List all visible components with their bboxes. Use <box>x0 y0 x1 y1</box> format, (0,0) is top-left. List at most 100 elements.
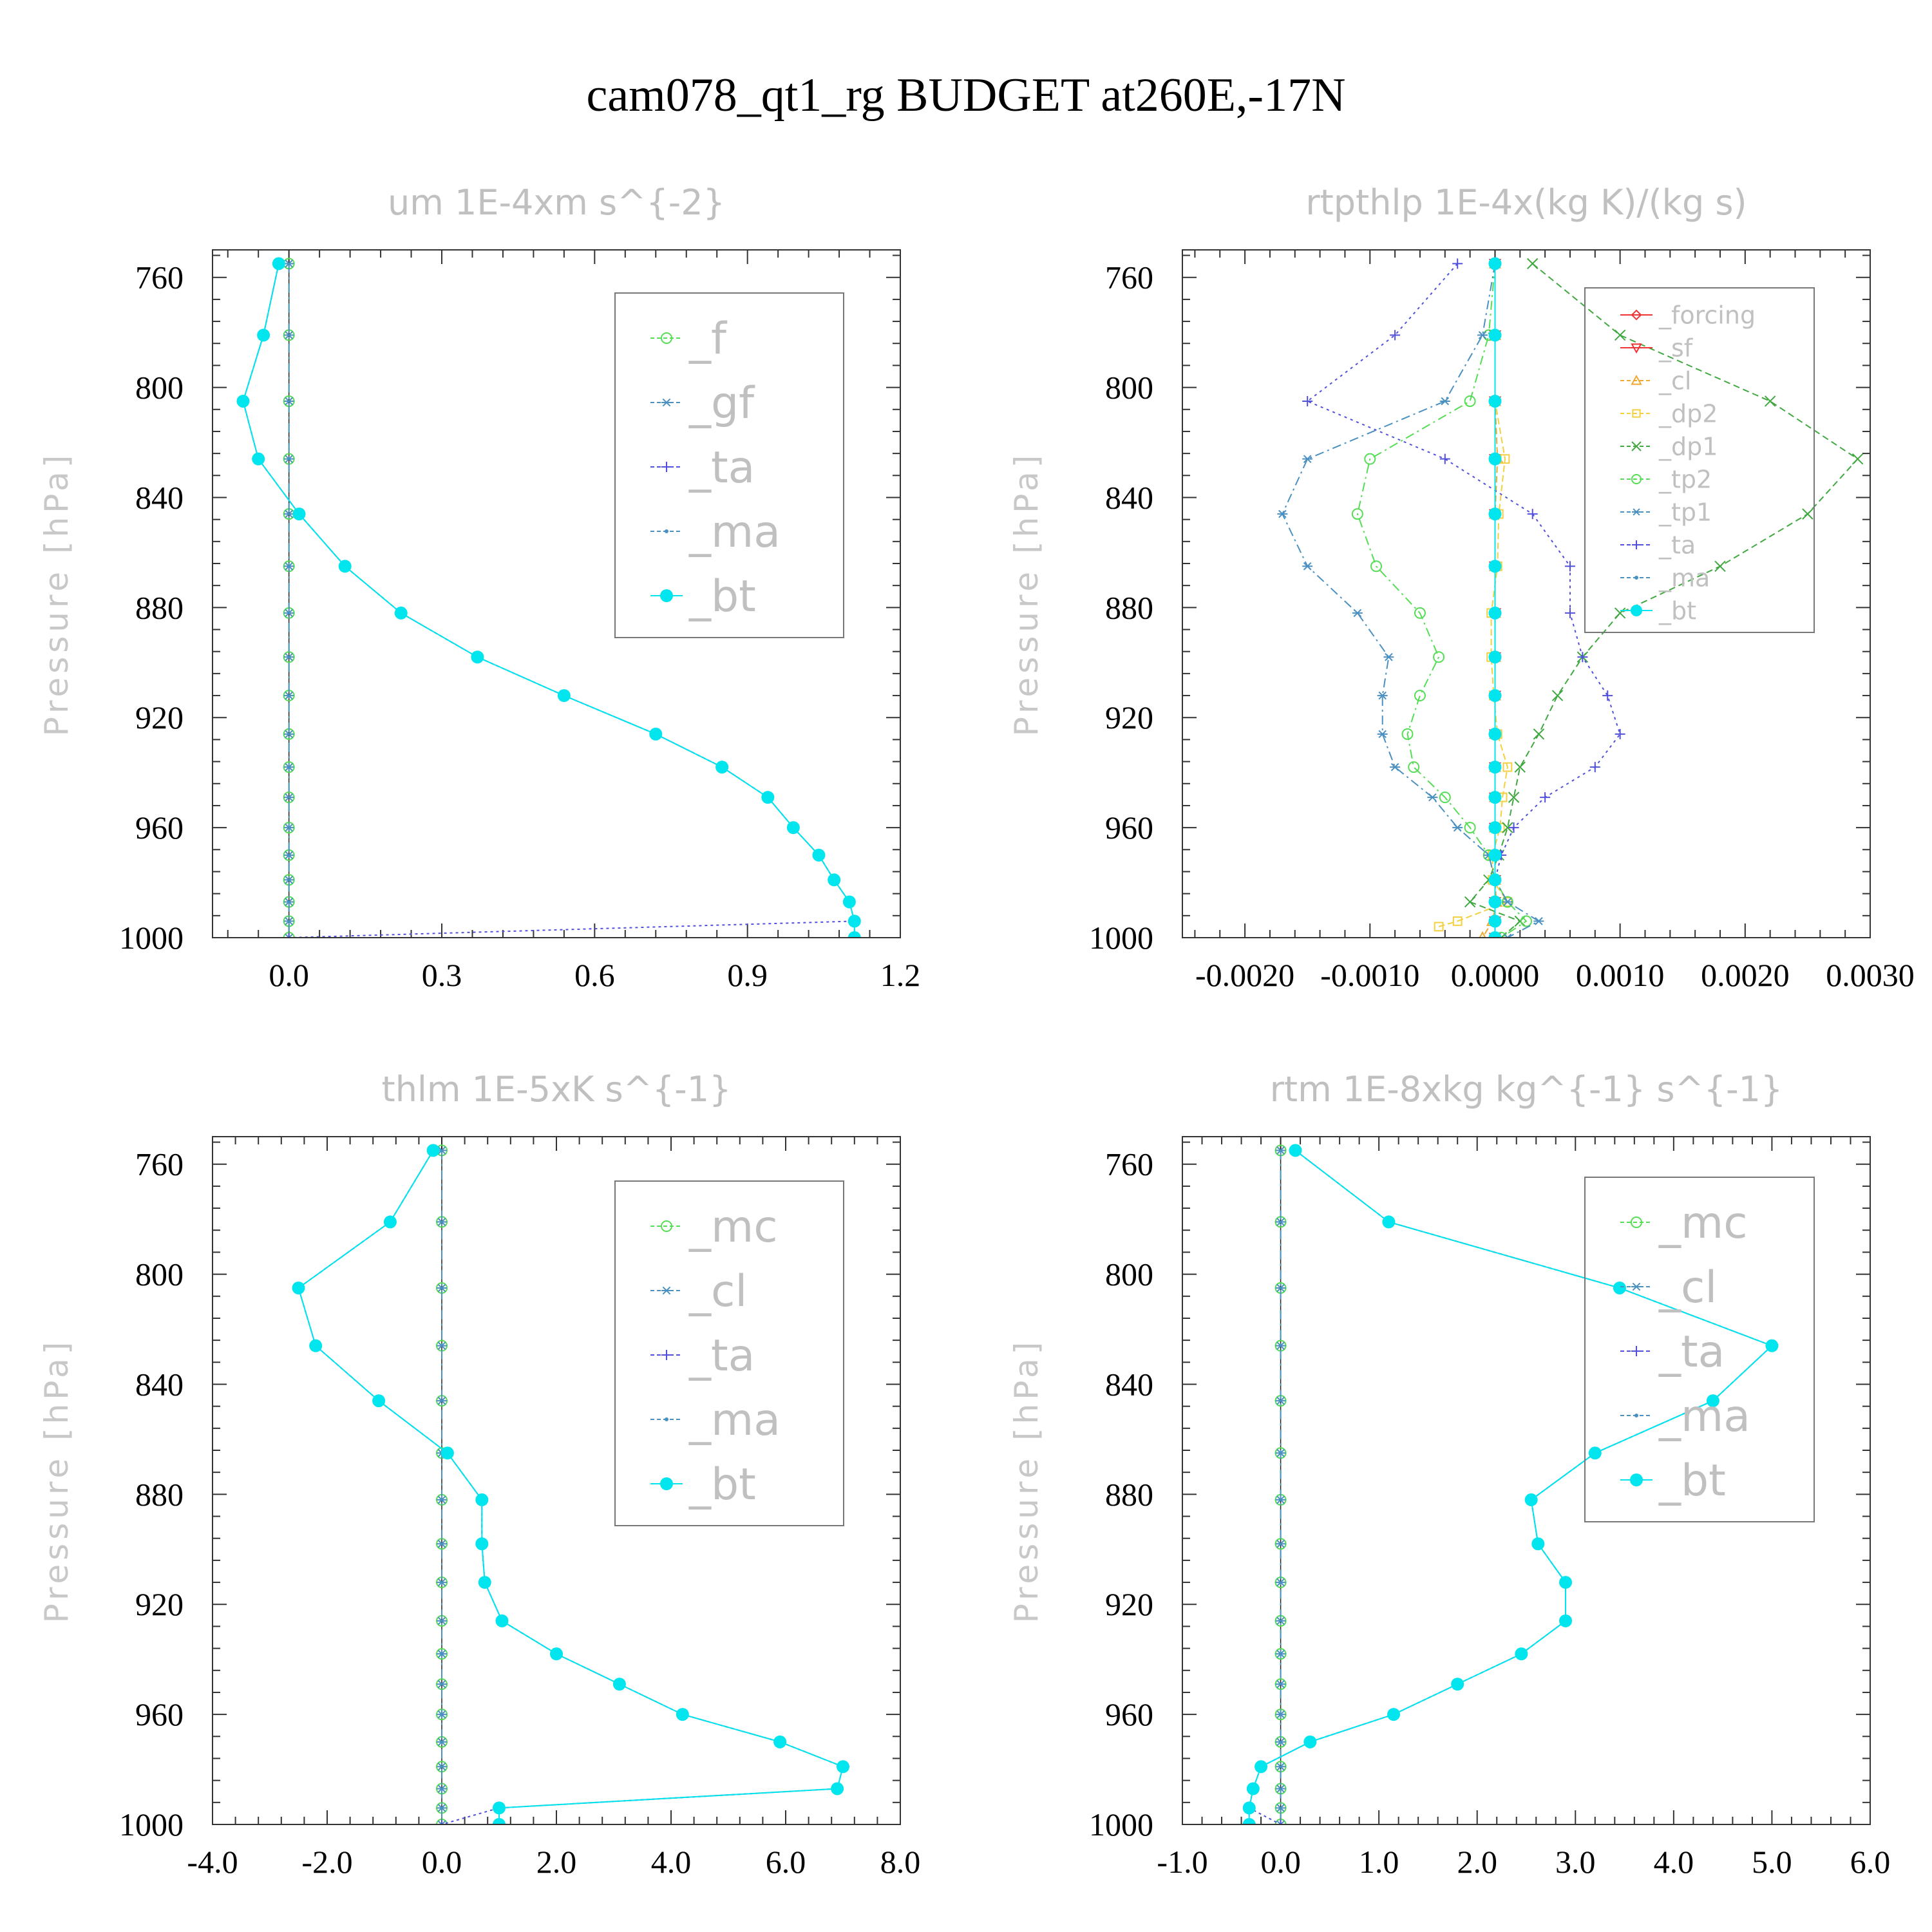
data-point <box>1551 690 1564 701</box>
legend-label: _cl <box>1658 366 1691 395</box>
legend-label: _ma <box>1658 564 1710 592</box>
data-point <box>283 730 294 739</box>
legend-swatch-marker <box>1632 540 1641 549</box>
legend: _forcing _sf _cl _dp2 _dp1 _tp2 _tp1 _ta _ma _bt <box>1584 287 1815 633</box>
x-tick-label: -1.0 <box>1157 1844 1208 1880</box>
data-point <box>437 1396 447 1405</box>
data-point <box>338 560 352 573</box>
legend-item: _f <box>650 314 728 365</box>
data-point <box>1502 898 1513 906</box>
data-point <box>394 606 408 620</box>
legend-item: _bt <box>650 1459 756 1510</box>
y-tick-label: 800 <box>1105 370 1153 406</box>
data-point <box>1377 730 1388 739</box>
x-tick-label: 0.0010 <box>1576 957 1665 993</box>
legend-swatch-marker <box>1631 1282 1642 1291</box>
x-tick-label: 2.0 <box>1457 1844 1497 1880</box>
legend: _mc _cl _ta _ma _bt <box>614 1180 844 1526</box>
y-tick-label: 800 <box>135 370 184 406</box>
x-tick-label: -0.0010 <box>1320 957 1419 993</box>
x-tick-label: 1.0 <box>1359 1844 1399 1880</box>
data-point <box>437 1283 447 1293</box>
data-point <box>475 1537 489 1551</box>
legend-swatch-marker <box>661 462 672 472</box>
y-tick-label: 880 <box>135 1476 184 1512</box>
data-point <box>1275 1649 1286 1658</box>
legend-item: _ma <box>1620 1391 1750 1442</box>
legend-swatch-marker <box>665 529 668 533</box>
legend-label: _cl <box>1658 1262 1717 1313</box>
x-tick-label: 6.0 <box>766 1844 806 1880</box>
legend-swatch-marker <box>1634 576 1638 580</box>
data-point <box>1387 1708 1401 1721</box>
data-point <box>283 609 294 618</box>
data-point <box>437 1762 447 1771</box>
y-axis-label: Pressure [hPa] <box>38 1338 75 1624</box>
legend-label: _dp2 <box>1658 399 1718 428</box>
data-point <box>1351 508 1363 520</box>
data-point <box>437 1578 447 1587</box>
y-tick-label: 840 <box>135 1366 184 1402</box>
data-point <box>1439 453 1450 464</box>
x-tick-label: 0.3 <box>422 957 462 993</box>
data-point <box>1488 761 1502 774</box>
data-point <box>842 895 856 909</box>
legend-item: _mc <box>650 1202 778 1253</box>
data-point <box>1242 1818 1256 1824</box>
legend-item: _ma <box>650 1395 781 1446</box>
data-point <box>1401 728 1414 740</box>
series-layer <box>292 1144 849 1824</box>
legend-swatch-marker <box>1631 1346 1642 1356</box>
series-layer <box>236 257 861 938</box>
data-point <box>283 562 294 571</box>
data-point <box>1275 1539 1286 1548</box>
data-point <box>236 394 250 408</box>
y-tick-label: 800 <box>1105 1256 1153 1293</box>
data-point <box>1488 914 1502 928</box>
x-tick-label: 4.0 <box>651 1844 692 1880</box>
x-tick-label: 0.0 <box>1260 1844 1301 1880</box>
series-bt <box>1242 1144 1779 1824</box>
data-point <box>1452 916 1463 926</box>
data-point <box>1488 650 1502 664</box>
data-point <box>1488 873 1502 887</box>
legend-swatch-marker <box>1630 1473 1643 1486</box>
series-bt <box>1488 257 1502 938</box>
data-point <box>383 1215 397 1229</box>
data-point <box>1502 762 1513 772</box>
y-tick-label: 760 <box>1105 260 1153 296</box>
data-point <box>1533 917 1544 925</box>
data-point <box>812 848 826 862</box>
panel-1: um 1E-4xm s^{-2} Pressure [hPa] 0.0 0.3 0.6 0… <box>38 182 920 993</box>
y-tick-label: 960 <box>1105 810 1153 846</box>
data-point <box>1764 395 1776 407</box>
data-point <box>1615 728 1625 739</box>
legend-item: _mc <box>1620 1198 1748 1249</box>
data-point <box>493 1801 506 1815</box>
data-point <box>1275 1804 1286 1812</box>
legend-label: _gf <box>688 378 755 429</box>
data-point <box>283 331 294 339</box>
data-point <box>283 652 294 661</box>
data-point <box>283 793 294 802</box>
data-point <box>1408 761 1420 773</box>
legend-item: _dp2 <box>1620 399 1718 428</box>
data-point <box>1275 1448 1286 1457</box>
data-point <box>1364 453 1376 465</box>
legend-swatch-marker <box>1632 508 1641 516</box>
y-tick-label: 960 <box>135 810 184 846</box>
data-point <box>493 1818 506 1824</box>
data-point <box>437 1539 447 1548</box>
data-point <box>1414 690 1426 702</box>
data-point <box>1439 791 1451 804</box>
data-point <box>1414 607 1426 619</box>
data-point <box>272 257 285 270</box>
y-tick-label: 1000 <box>1089 1806 1153 1842</box>
legend-item: _ta <box>650 442 755 493</box>
legend-swatch-marker <box>1631 474 1642 484</box>
x-tick-label: 4.0 <box>1654 1844 1694 1880</box>
x-tick-label: 0.0030 <box>1826 957 1915 993</box>
legend-label: _sf <box>1658 334 1694 362</box>
legend-label: _ta <box>688 1331 755 1381</box>
series-cl <box>437 1146 447 1824</box>
